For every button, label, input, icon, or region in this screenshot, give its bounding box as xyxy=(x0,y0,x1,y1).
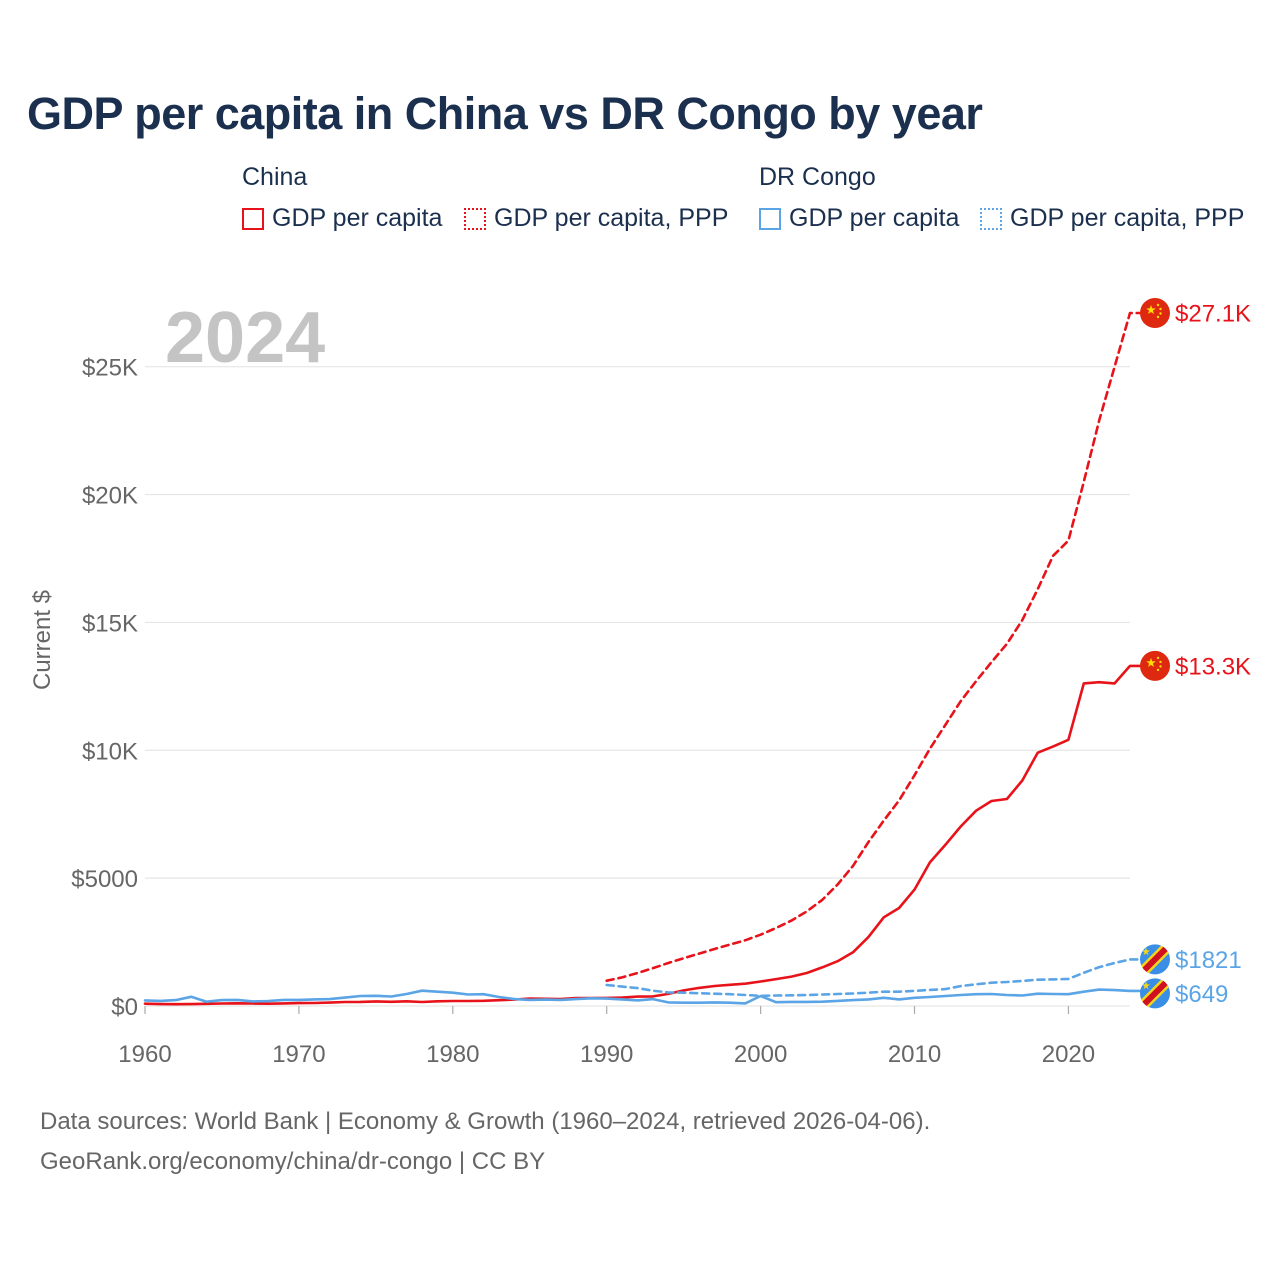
x-tick-label: 1960 xyxy=(118,1041,171,1068)
legend-label-drc-gdp-ppp: GDP per capita, PPP xyxy=(1010,204,1245,232)
source-line-2[interactable]: GeoRank.org/economy/china/dr-congo | CC … xyxy=(40,1148,546,1175)
y-tick-label: $5000 xyxy=(71,866,138,893)
legend-swatch-china-gdp xyxy=(242,207,264,230)
legend-label-china-gdp: GDP per capita xyxy=(272,204,443,232)
legend-item-china-gdp[interactable]: GDP per capita xyxy=(242,204,442,233)
legend-group-china: China xyxy=(242,163,308,191)
series-line-china-gdp-per-capita xyxy=(143,664,1144,1006)
series-line-dr-congo-gdp-per-capita xyxy=(143,988,1144,1005)
series-end-label: $649 xyxy=(1175,981,1228,1008)
legend-swatch-china-gdp-ppp xyxy=(464,207,486,230)
y-tick-label: $15K xyxy=(82,610,138,637)
series-line-dr-congo-gdp-per-capita-ppp xyxy=(605,958,1144,998)
y-tick-label: $10K xyxy=(82,738,138,765)
legend-swatch-drc-gdp xyxy=(759,207,781,230)
legend-item-drc-gdp[interactable]: GDP per capita xyxy=(759,204,959,233)
legend-group-dr-congo: DR Congo xyxy=(759,163,876,191)
y-tick-label: $25K xyxy=(82,355,138,382)
x-tick-label: 1980 xyxy=(426,1041,479,1068)
chart-title: GDP per capita in China vs DR Congo by y… xyxy=(27,88,983,139)
y-tick-label: $0 xyxy=(111,994,138,1021)
x-tick-label: 2000 xyxy=(734,1041,787,1068)
x-tick-label: 2020 xyxy=(1042,1041,1095,1068)
series-end-label: $1821 xyxy=(1175,947,1242,974)
legend-item-drc-gdp-ppp[interactable]: GDP per capita, PPP xyxy=(980,204,1244,233)
x-tick-label: 1990 xyxy=(580,1041,633,1068)
x-tick-label: 2010 xyxy=(888,1041,941,1068)
y-axis-label: Current $ xyxy=(29,590,56,690)
legend-swatch-drc-gdp-ppp xyxy=(980,207,1002,230)
x-tick-label: 1970 xyxy=(272,1041,325,1068)
dr-congo-flag-icon xyxy=(1140,978,1170,1009)
legend-label-drc-gdp: GDP per capita xyxy=(789,204,960,232)
china-flag-icon xyxy=(1140,650,1170,681)
dr-congo-flag-icon xyxy=(1140,944,1170,975)
series-line-china-gdp-per-capita-ppp xyxy=(605,311,1144,983)
legend-label-china-gdp-ppp: GDP per capita, PPP xyxy=(494,204,729,232)
legend-item-china-gdp-ppp[interactable]: GDP per capita, PPP xyxy=(464,204,728,233)
y-tick-label: $20K xyxy=(82,483,138,510)
series-end-label: $27.1K xyxy=(1175,301,1251,328)
year-watermark: 2024 xyxy=(165,298,325,378)
china-flag-icon xyxy=(1140,298,1170,328)
series-end-label: $13.3K xyxy=(1175,653,1251,680)
source-line-1: Data sources: World Bank | Economy & Gro… xyxy=(40,1108,931,1135)
